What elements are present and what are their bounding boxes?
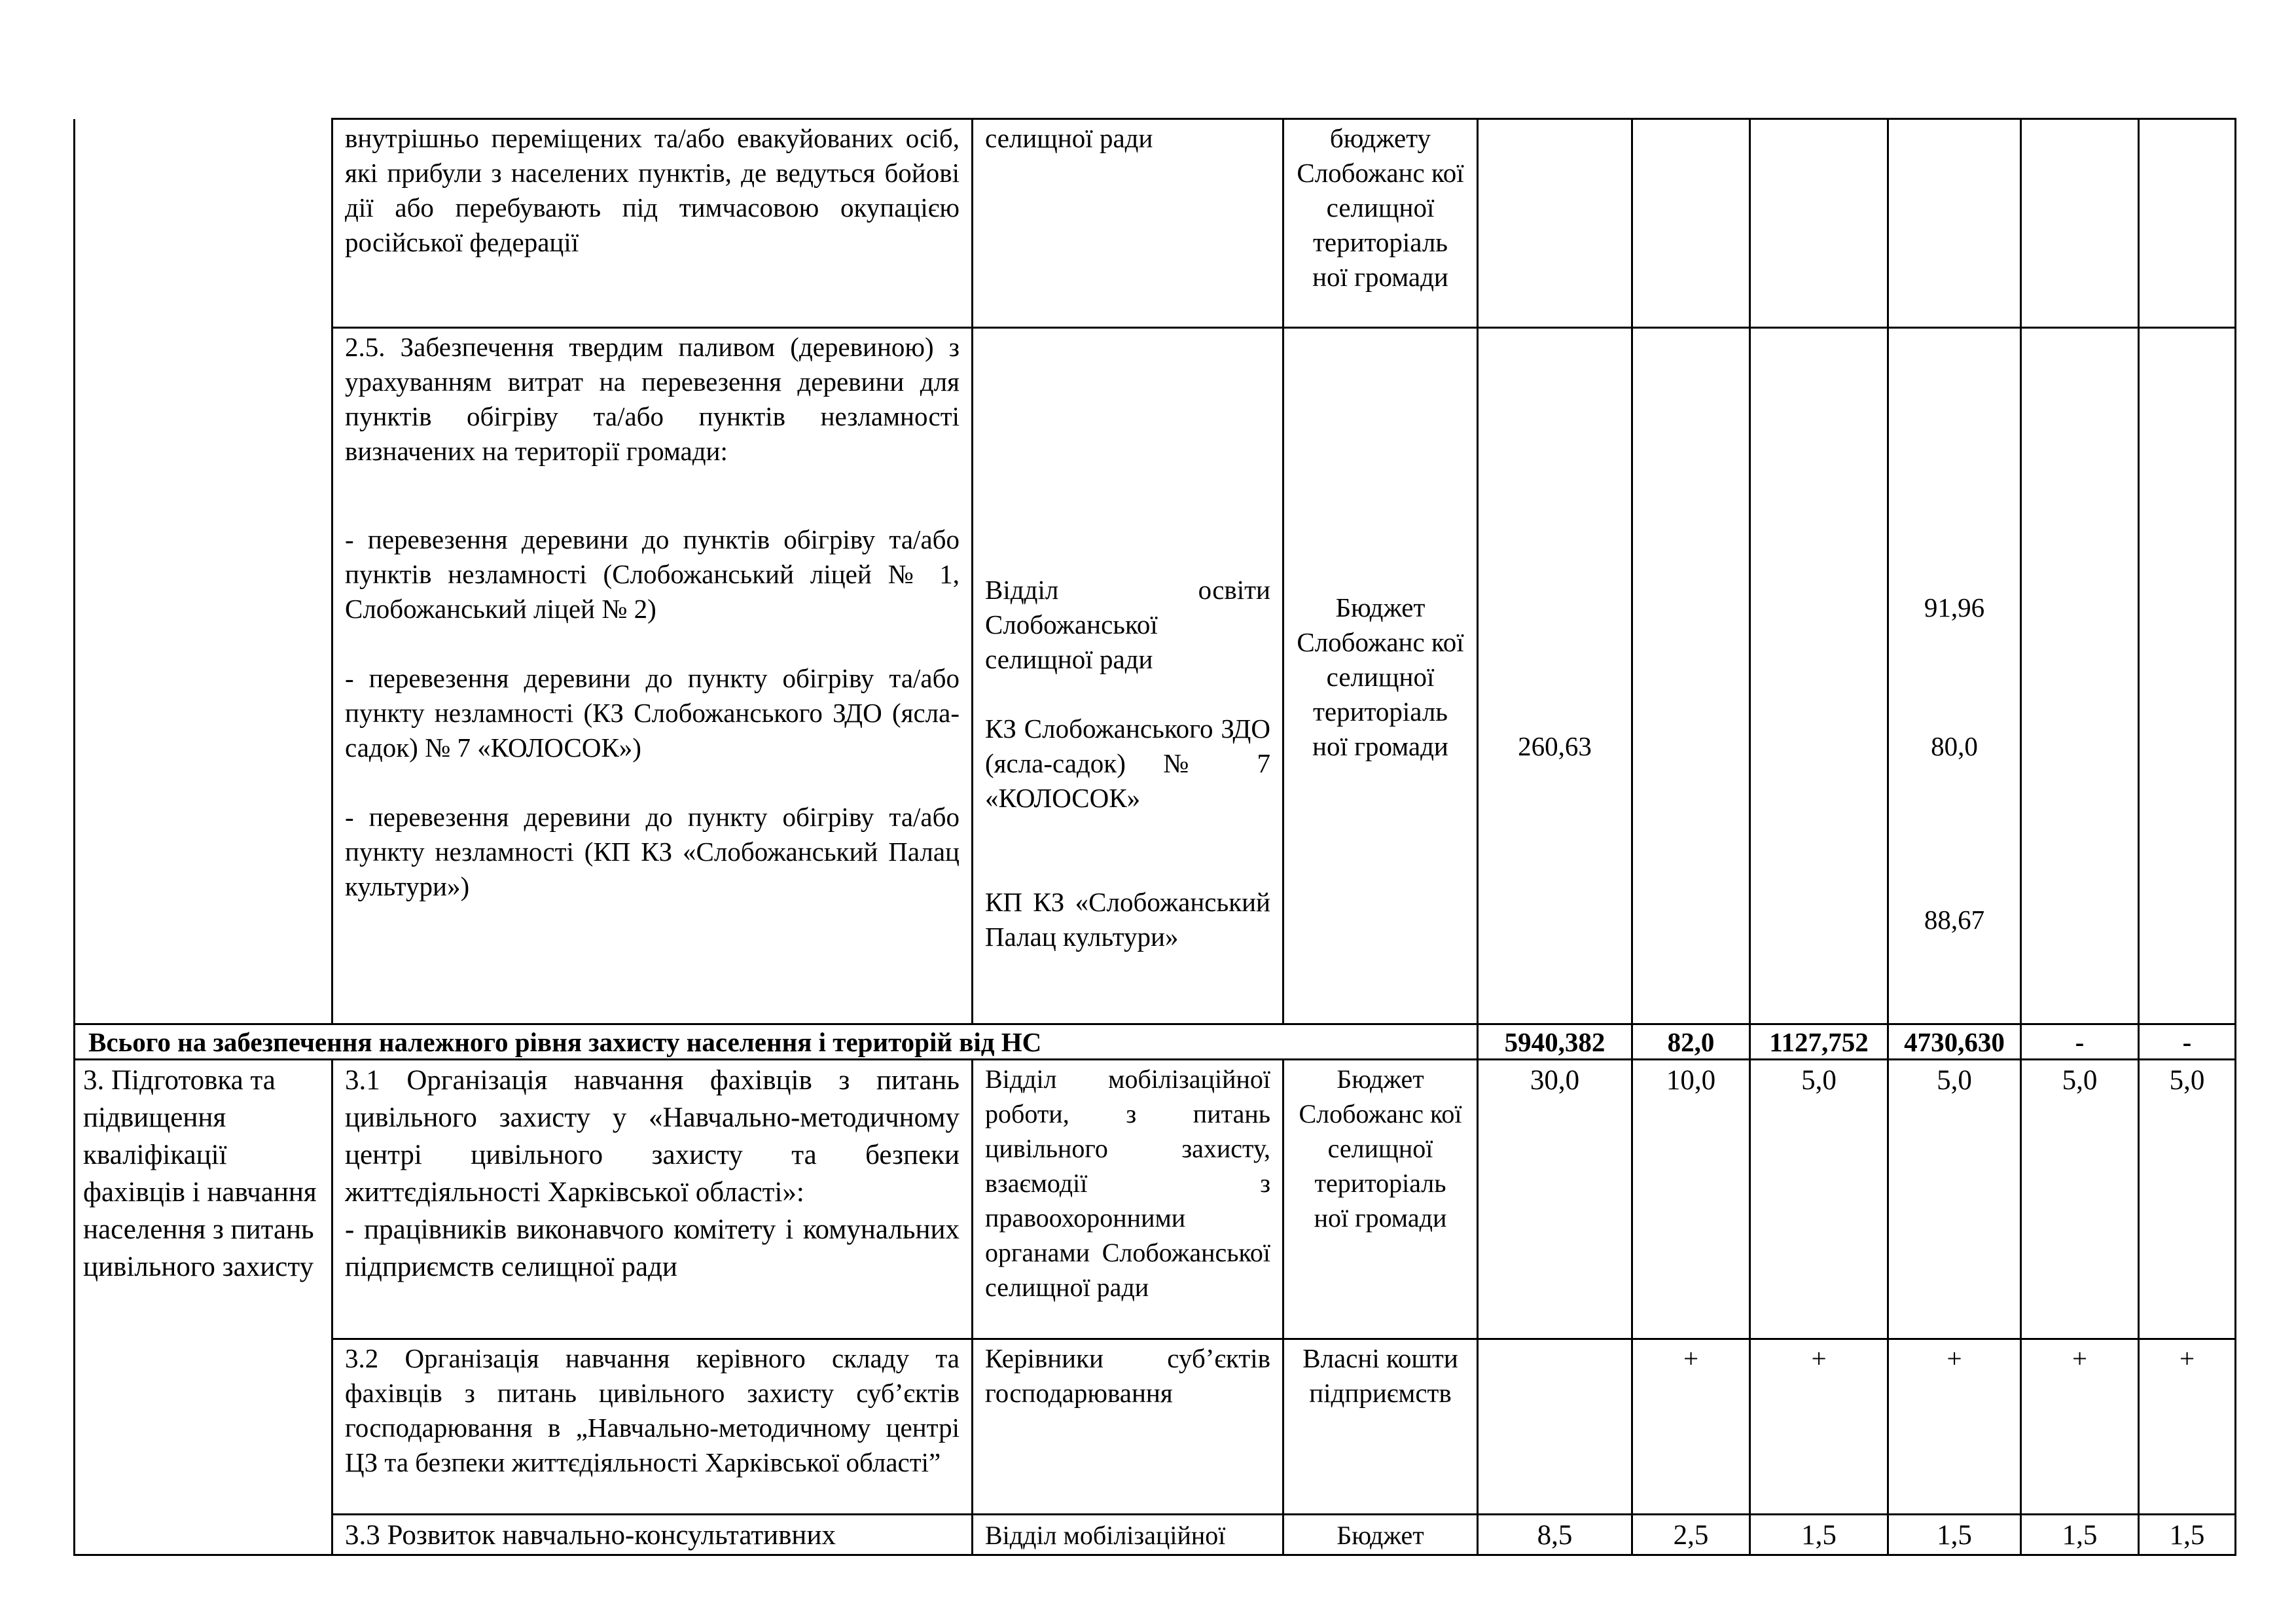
amount-cell xyxy=(1749,118,1889,329)
amount-cell xyxy=(1749,327,1889,1025)
source-cell: Бюджет Слобожанс кої селищної територіал… xyxy=(1282,1058,1479,1340)
total-value: 4730,630 xyxy=(1887,1023,2022,1060)
amount-cell xyxy=(1631,327,1751,1025)
total-value: 82,0 xyxy=(1631,1023,1751,1060)
amount-cell xyxy=(1631,118,1751,329)
amount-cell: 2,5 xyxy=(1631,1513,1751,1556)
amount-cell: 10,0 xyxy=(1631,1058,1751,1340)
measure-cell: 2.5. Забезпечення твердим паливом (дерев… xyxy=(331,327,973,1025)
total-label: Всього на забезпечення належного рівня з… xyxy=(73,1023,1479,1060)
amount-cell xyxy=(1477,1338,1633,1515)
executor-cell: Відділ освіти Слобожанської селищної рад… xyxy=(971,327,1284,1025)
amount-cell: 5,0 xyxy=(2020,1058,2140,1340)
program-measures-table: внутрішньо переміщених та/або евакуйован… xyxy=(73,118,2236,1556)
amount-cell xyxy=(1477,118,1633,329)
amount-cell: 1,5 xyxy=(2020,1513,2140,1556)
amount-cell xyxy=(2138,118,2236,329)
section-title: 3. Підготовка та підвищення кваліфікації… xyxy=(73,1058,333,1556)
table-row: 3.3 Розвиток навчально-консультативних В… xyxy=(75,1513,2236,1556)
measure-item: - перевезення деревини до пункту обігрів… xyxy=(345,663,960,763)
total-row: Всього на забезпечення належного рівня з… xyxy=(73,1023,2236,1060)
amount-cell: + xyxy=(1631,1338,1751,1515)
table-row: 2.5. Забезпечення твердим паливом (дерев… xyxy=(75,327,2236,1025)
measure-text: 3.1 Організація навчання фахівців з пита… xyxy=(345,1065,960,1208)
amount-cell xyxy=(2020,118,2140,329)
measure-cell: 3.3 Розвиток навчально-консультативних xyxy=(331,1513,973,1556)
source-cell: бюджету Слобожанс кої селищної територіа… xyxy=(1282,118,1479,329)
table-row: 3. Підготовка та підвищення кваліфікації… xyxy=(73,1058,2236,1556)
amount-cell xyxy=(1887,118,2022,329)
executor-cell: селищної ради xyxy=(971,118,1284,329)
amount-cell: + xyxy=(1887,1338,2022,1515)
executor-item: Відділ освіти Слобожанської селищної рад… xyxy=(985,575,1270,674)
amount-cell: 5,0 xyxy=(1887,1058,2022,1340)
amount-total: 260,63 xyxy=(1518,731,1592,761)
executor-item: КЗ Слобожанського ЗДО (ясла-садок) № 7 «… xyxy=(985,713,1270,813)
amount-cell: + xyxy=(2020,1338,2140,1515)
amount-cell: 8,5 xyxy=(1477,1513,1633,1556)
amount-cell: 1,5 xyxy=(1887,1513,2022,1556)
table-row: внутрішньо переміщених та/або евакуйован… xyxy=(73,118,2236,1025)
measure-cell: 3.2 Організація навчання керівного склад… xyxy=(331,1338,973,1515)
amount-value: 80,0 xyxy=(1931,731,1978,761)
amount-cell: 1,5 xyxy=(2138,1513,2236,1556)
amount-cell xyxy=(2138,327,2236,1025)
measure-heading: 2.5. Забезпечення твердим паливом (дерев… xyxy=(345,332,960,466)
total-value: 1127,752 xyxy=(1749,1023,1889,1060)
amount-cell: 5,0 xyxy=(2138,1058,2236,1340)
measure-cell: внутрішньо переміщених та/або евакуйован… xyxy=(331,118,973,329)
amount-total-cell: 260,63 xyxy=(1477,327,1633,1025)
source-cell: Бюджет xyxy=(1282,1513,1479,1556)
source-cell: Власні кошти підприємств xyxy=(1282,1338,1479,1515)
amount-cell xyxy=(2020,327,2140,1025)
source-cell: Бюджет Слобожанс кої селищної територіал… xyxy=(1282,327,1479,1025)
measure-item: - перевезення деревини до пункту обігрів… xyxy=(345,802,960,901)
total-value: - xyxy=(2138,1023,2236,1060)
amount-cell: 5,0 xyxy=(1749,1058,1889,1340)
measure-item: - перевезення деревини до пунктів обігрі… xyxy=(345,524,960,624)
amount-cell: 30,0 xyxy=(1477,1058,1633,1340)
total-value: - xyxy=(2020,1023,2140,1060)
amount-cell: 91,96 80,0 88,67 xyxy=(1887,327,2022,1025)
amount-value: 91,96 xyxy=(1924,592,1985,623)
section-cell-empty xyxy=(73,118,333,1025)
amount-value: 88,67 xyxy=(1924,905,1985,935)
source-text: Бюджет Слобожанс кої селищної територіал… xyxy=(1297,592,1464,761)
executor-item: КП КЗ «Слобожанський Палац культури» xyxy=(985,887,1270,952)
amount-cell: 1,5 xyxy=(1749,1513,1889,1556)
amount-cell: + xyxy=(1749,1338,1889,1515)
executor-cell: Керівники суб’єктів господарювання xyxy=(971,1338,1284,1515)
table-row: 3.2 Організація навчання керівного склад… xyxy=(75,1338,2236,1515)
amount-cell: + xyxy=(2138,1338,2236,1515)
executor-cell: Відділ мобілізаційної xyxy=(971,1513,1284,1556)
measure-cell: 3.1 Організація навчання фахівців з пита… xyxy=(331,1058,973,1340)
total-value: 5940,382 xyxy=(1477,1023,1633,1060)
measure-subitem: - працівників виконавчого комітету і ком… xyxy=(345,1214,960,1282)
executor-cell: Відділ мобілізаційної роботи, з питань ц… xyxy=(971,1058,1284,1340)
